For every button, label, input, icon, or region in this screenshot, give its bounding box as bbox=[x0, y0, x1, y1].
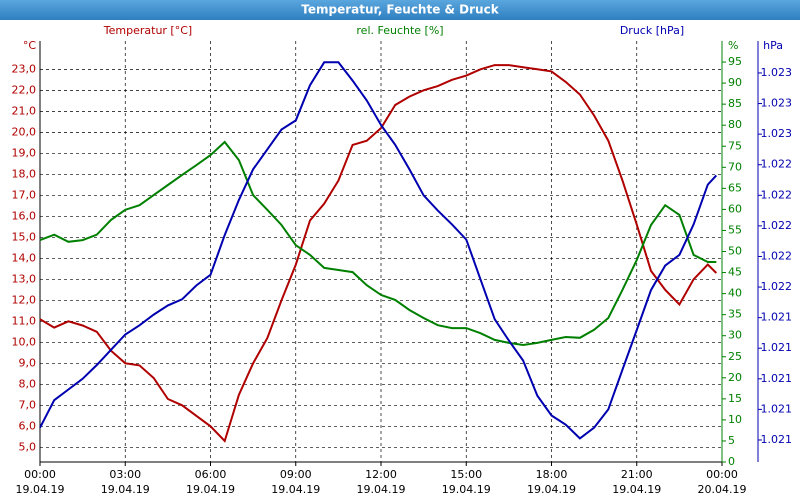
y2-tick-label: 90 bbox=[728, 76, 742, 89]
y2-tick-label: 10 bbox=[728, 413, 742, 426]
y-tick-label: 15,0 bbox=[12, 230, 37, 243]
y2-tick-label: 80 bbox=[728, 118, 742, 131]
y-tick-label: 7,0 bbox=[19, 398, 37, 411]
x-tick-date: 19.04.19 bbox=[16, 483, 65, 496]
y-tick-label: 6,0 bbox=[19, 419, 37, 432]
y2-tick-label: 35 bbox=[728, 308, 742, 321]
y-tick-label: 12,0 bbox=[12, 293, 37, 306]
y3-tick-label: 1.021 bbox=[761, 341, 793, 354]
y3-tick-label: 1.022 bbox=[761, 280, 793, 293]
y3-unit: hPa bbox=[763, 39, 783, 52]
y3-tick-label: 1.023 bbox=[761, 97, 793, 110]
y-tick-label: 11,0 bbox=[12, 314, 37, 327]
y2-tick-label: 95 bbox=[728, 55, 742, 68]
y2-unit: % bbox=[728, 39, 738, 52]
y-tick-label: 9,0 bbox=[19, 356, 37, 369]
y-tick-label: 18,0 bbox=[12, 167, 37, 180]
y2-tick-label: 75 bbox=[728, 139, 742, 152]
y2-tick-label: 20 bbox=[728, 371, 742, 384]
y-tick-label: 22,0 bbox=[12, 83, 37, 96]
y3-tick-label: 1.021 bbox=[761, 311, 793, 324]
y2-tick-label: 50 bbox=[728, 245, 742, 258]
x-tick-date: 19.04.19 bbox=[357, 483, 406, 496]
y2-tick-label: 65 bbox=[728, 181, 742, 194]
x-tick-date: 20.04.19 bbox=[698, 483, 747, 496]
y-tick-label: 14,0 bbox=[12, 251, 37, 264]
y-tick-label: 17,0 bbox=[12, 188, 37, 201]
x-tick-label: 00:00 bbox=[24, 468, 56, 481]
y3-tick-label: 1.023 bbox=[761, 127, 793, 140]
legend-label: Temperatur [°C] bbox=[103, 24, 192, 37]
x-tick-label: 06:00 bbox=[195, 468, 227, 481]
y3-tick-label: 1.021 bbox=[761, 372, 793, 385]
x-tick-date: 19.04.19 bbox=[186, 483, 235, 496]
y2-tick-label: 70 bbox=[728, 160, 742, 173]
x-tick-label: 03:00 bbox=[109, 468, 141, 481]
y3-tick-label: 1.022 bbox=[761, 188, 793, 201]
y2-tick-label: 45 bbox=[728, 266, 742, 279]
y-tick-label: 16,0 bbox=[12, 209, 37, 222]
y3-tick-label: 1.022 bbox=[761, 249, 793, 262]
legend-label: Druck [hPa] bbox=[620, 24, 684, 37]
y3-tick-label: 1.022 bbox=[761, 219, 793, 232]
y2-tick-label: 0 bbox=[728, 455, 735, 468]
y-tick-label: 10,0 bbox=[12, 335, 37, 348]
series-line bbox=[39, 64, 718, 443]
x-tick-label: 18:00 bbox=[536, 468, 568, 481]
y3-tick-label: 1.021 bbox=[761, 402, 793, 415]
x-tick-label: 12:00 bbox=[365, 468, 397, 481]
x-tick-date: 19.04.19 bbox=[527, 483, 576, 496]
y-tick-label: 20,0 bbox=[12, 125, 37, 138]
y-tick-label: 13,0 bbox=[12, 272, 37, 285]
y-tick-label: 21,0 bbox=[12, 104, 37, 117]
series-line bbox=[39, 61, 718, 440]
x-tick-label: 21:00 bbox=[621, 468, 653, 481]
legend-label: rel. Feuchte [%] bbox=[356, 24, 443, 37]
x-tick-label: 15:00 bbox=[450, 468, 482, 481]
y3-tick-label: 1.023 bbox=[761, 66, 793, 79]
x-tick-date: 19.04.19 bbox=[612, 483, 661, 496]
y2-tick-label: 25 bbox=[728, 350, 742, 363]
x-tick-date: 19.04.19 bbox=[101, 483, 150, 496]
x-tick-date: 19.04.19 bbox=[271, 483, 320, 496]
y3-tick-label: 1.022 bbox=[761, 158, 793, 171]
y-tick-label: 8,0 bbox=[19, 377, 37, 390]
y2-tick-label: 60 bbox=[728, 202, 742, 215]
y2-tick-label: 55 bbox=[728, 223, 742, 236]
y2-tick-label: 30 bbox=[728, 329, 742, 342]
y2-tick-label: 40 bbox=[728, 287, 742, 300]
x-tick-date: 19.04.19 bbox=[442, 483, 491, 496]
x-tick-label: 09:00 bbox=[280, 468, 312, 481]
y2-tick-label: 85 bbox=[728, 97, 742, 110]
chart-title: Temperatur, Feuchte & Druck bbox=[301, 3, 499, 17]
y2-tick-label: 15 bbox=[728, 392, 742, 405]
y3-tick-label: 1.021 bbox=[761, 433, 793, 446]
title-bar bbox=[0, 0, 800, 20]
y-tick-label: 19,0 bbox=[12, 146, 37, 159]
x-tick-label: 00:00 bbox=[706, 468, 738, 481]
y-tick-label: 5,0 bbox=[19, 440, 37, 453]
y-unit: °C bbox=[23, 39, 37, 52]
y2-tick-label: 5 bbox=[728, 434, 735, 447]
series-line bbox=[39, 140, 717, 347]
y-tick-label: 23,0 bbox=[12, 62, 37, 75]
